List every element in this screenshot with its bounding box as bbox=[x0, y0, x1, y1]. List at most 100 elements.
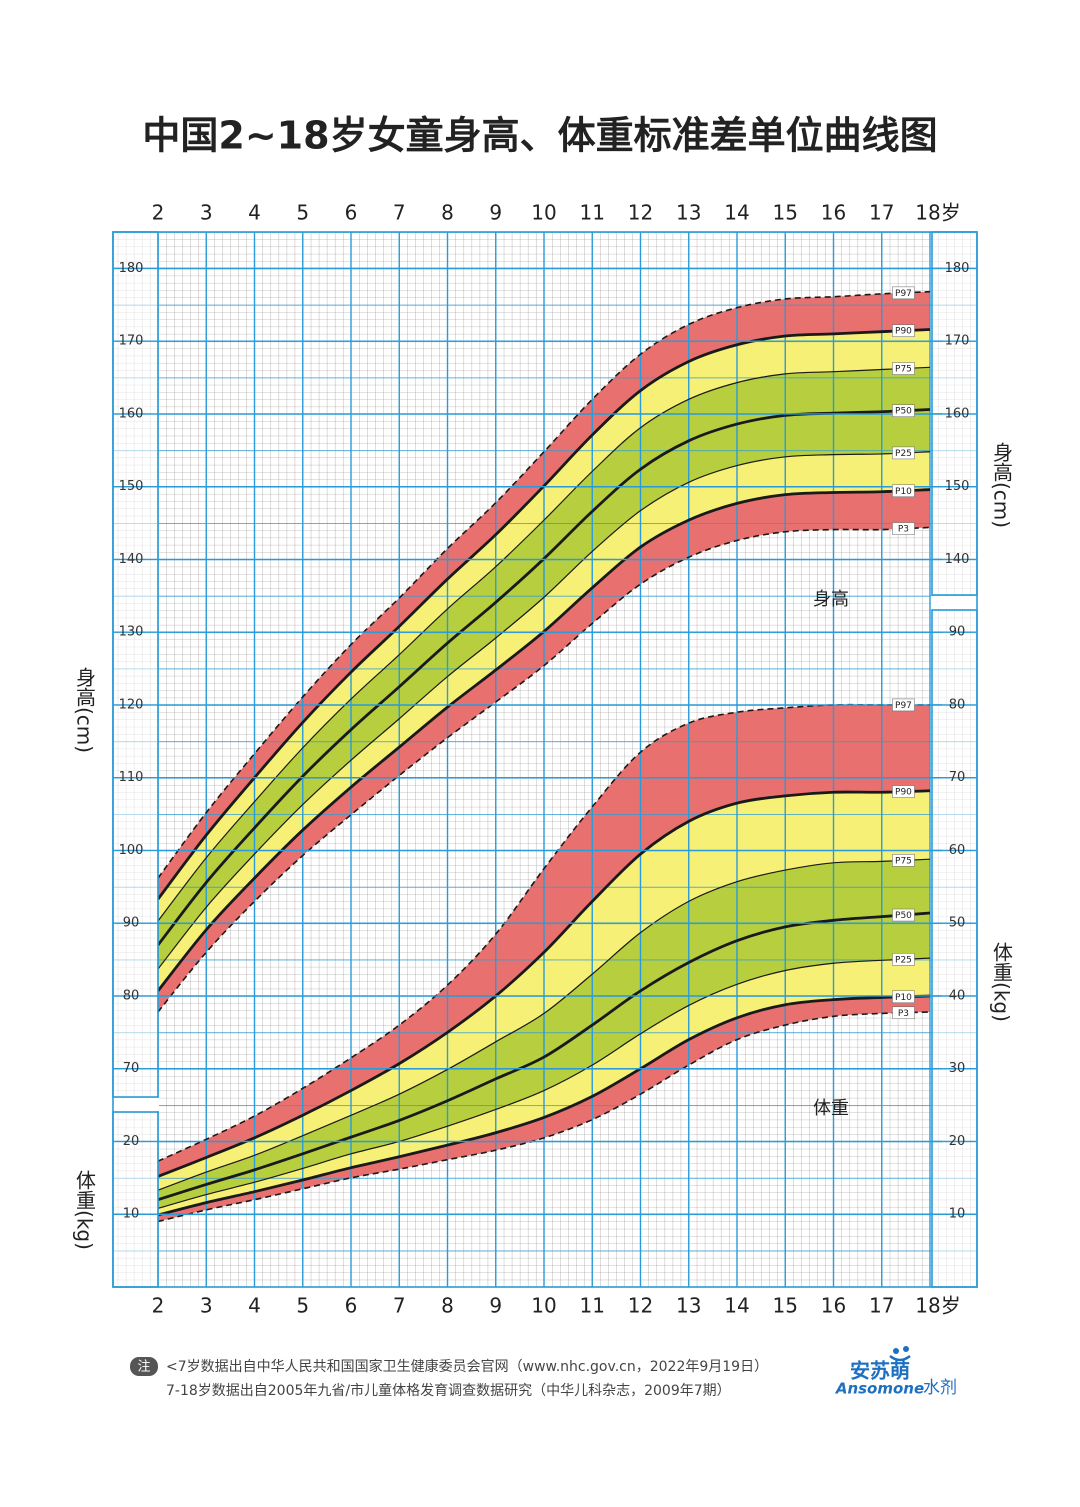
percentile-tag: P10 bbox=[895, 993, 912, 1003]
plot-area: 2 2 3 3 4 4 5 5 6 6 7 7 8 8 9 9 10 10 11 11 12 12 13 13 14 14 15 15… bbox=[73, 201, 1014, 1318]
percentile-tag: P97 bbox=[895, 701, 912, 711]
brand-icon bbox=[889, 1346, 911, 1362]
percentile-tag-bg bbox=[892, 324, 915, 337]
x-tick-label: 17 bbox=[869, 201, 894, 225]
percentile-tag-bg bbox=[892, 362, 915, 375]
percentile-tag-bg bbox=[892, 522, 915, 535]
percentile-tag: P50 bbox=[895, 407, 912, 417]
y-tick-label: 100 bbox=[119, 843, 144, 858]
percentile-tag: P50 bbox=[895, 911, 912, 921]
x-tick-label: 14 bbox=[724, 1294, 749, 1318]
annotation: 身高 bbox=[813, 589, 849, 610]
x-tick-label: 2 bbox=[152, 201, 165, 225]
x-tick-label: 9 bbox=[489, 1294, 502, 1318]
x-tick-label: 8 bbox=[441, 1294, 454, 1318]
y2-axis-title: 身高(cm) bbox=[990, 442, 1014, 528]
x-tick-label: 13 bbox=[676, 201, 701, 225]
y2-axis-title: 体重(kg) bbox=[990, 942, 1014, 1022]
x-tick-label: 15 bbox=[773, 1294, 798, 1318]
y2-tick-label: 20 bbox=[949, 1134, 966, 1149]
y2-tick-label: 30 bbox=[949, 1061, 966, 1076]
percentile-tag-bg bbox=[892, 1006, 915, 1020]
note-tag: 注 bbox=[137, 1360, 150, 1375]
y-axis-title: 身高(cm) bbox=[73, 667, 97, 753]
percentile-line bbox=[157, 366, 931, 922]
x-tick-label: 17 bbox=[869, 1294, 894, 1318]
y2-tick-label: 170 bbox=[945, 334, 970, 349]
percentile-tag-bg bbox=[892, 484, 915, 498]
percentile-tag: P97 bbox=[895, 289, 912, 299]
percentile-tag: P75 bbox=[895, 365, 912, 375]
percentile-tag: P3 bbox=[898, 525, 909, 535]
percentile-tag: P25 bbox=[895, 449, 912, 459]
y-tick-label: 140 bbox=[119, 552, 144, 567]
percentile-tag-bg bbox=[892, 953, 915, 966]
y2-tick-label: 60 bbox=[949, 843, 966, 858]
percentile-tag-bg bbox=[892, 404, 915, 417]
x-tick-label: 16 bbox=[821, 1294, 846, 1318]
x-tick-label: 2 bbox=[152, 1294, 165, 1318]
y2-tick-label: 90 bbox=[949, 625, 966, 640]
x-tick-label: 6 bbox=[345, 201, 358, 225]
percentile-tag-bg bbox=[892, 286, 915, 300]
percentile-tag: P75 bbox=[895, 856, 912, 866]
y-tick-label: 170 bbox=[119, 334, 144, 349]
axis-strip bbox=[112, 231, 159, 1098]
major-grid bbox=[113, 232, 977, 1287]
x-tick-label: 4 bbox=[248, 1294, 261, 1318]
y-tick-label: 20 bbox=[123, 1134, 140, 1149]
gap bbox=[931, 596, 978, 609]
percentile-tag: P25 bbox=[895, 955, 912, 965]
x-tick-label: 10 bbox=[531, 1294, 556, 1318]
brand-name: 安苏萌 bbox=[850, 1359, 910, 1383]
y-tick-label: 150 bbox=[119, 479, 144, 494]
x-tick-label: 10 bbox=[531, 201, 556, 225]
chart-title: 中国2~18岁女童身高、体重标准差单位曲线图 bbox=[142, 114, 937, 158]
x-tick-label: 13 bbox=[676, 1294, 701, 1318]
x-tick-label: 12 bbox=[628, 201, 653, 225]
x-tick-label: 18岁 bbox=[915, 201, 960, 225]
y-tick-label: 110 bbox=[119, 770, 144, 785]
percentile-tag-bg bbox=[892, 908, 915, 922]
percentile-line bbox=[157, 994, 931, 1217]
y-tick-label: 70 bbox=[123, 1061, 140, 1076]
y2-tick-label: 140 bbox=[945, 552, 970, 567]
x-tick-label: 7 bbox=[393, 1294, 406, 1318]
percentile-tag: P90 bbox=[895, 788, 912, 798]
percentile-line bbox=[157, 451, 931, 970]
x-tick-label: 11 bbox=[580, 201, 605, 225]
percentile-line bbox=[157, 957, 931, 1209]
y2-tick-label: 50 bbox=[949, 916, 966, 931]
percentile-line bbox=[157, 1011, 931, 1223]
gap bbox=[112, 1098, 159, 1111]
x-tick-label: 15 bbox=[773, 201, 798, 225]
y-tick-label: 130 bbox=[119, 625, 144, 640]
percentile-tag: P10 bbox=[895, 487, 912, 497]
y-tick-label: 90 bbox=[123, 916, 140, 931]
x-tick-label: 14 bbox=[724, 201, 749, 225]
percentile-line bbox=[157, 789, 931, 1178]
y2-tick-label: 40 bbox=[949, 988, 966, 1003]
x-tick-label: 6 bbox=[345, 1294, 358, 1318]
x-tick-label: 3 bbox=[200, 1294, 213, 1318]
percentile-tag-bg bbox=[892, 785, 915, 798]
x-tick-label: 7 bbox=[393, 201, 406, 225]
y-tick-label: 10 bbox=[123, 1207, 140, 1222]
percentile-tag-bg bbox=[892, 446, 915, 460]
y2-tick-label: 80 bbox=[949, 697, 966, 712]
percentile-line bbox=[156, 328, 931, 901]
y-tick-label: 180 bbox=[119, 261, 144, 276]
x-tick-label: 5 bbox=[296, 201, 309, 225]
note-line: 7-18岁数据出自2005年九省/市儿童体格发育调查数据研究（中华儿科杂志，20… bbox=[166, 1382, 731, 1399]
percentile-tag-bg bbox=[892, 854, 915, 867]
percentile-line bbox=[157, 290, 931, 879]
y2-tick-label: 160 bbox=[945, 406, 970, 421]
x-tick-label: 16 bbox=[821, 201, 846, 225]
plot-frame bbox=[112, 231, 978, 1288]
note-tag-bg bbox=[130, 1357, 158, 1376]
x-tick-label: 12 bbox=[628, 1294, 653, 1318]
x-tick-label: 5 bbox=[296, 1294, 309, 1318]
note-line: <7岁数据出自中华人民共和国国家卫生健康委员会官网（www.nhc.gov.cn… bbox=[166, 1358, 768, 1375]
